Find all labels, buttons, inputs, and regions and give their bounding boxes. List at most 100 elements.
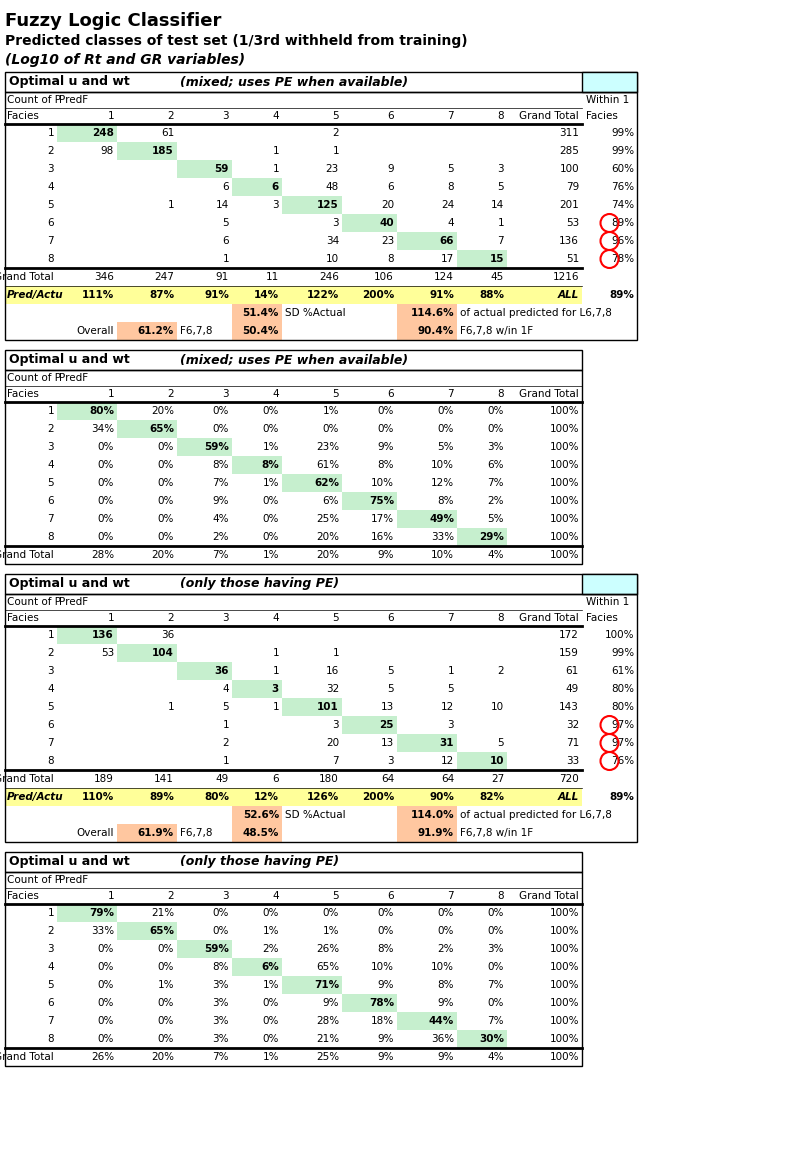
Text: 124: 124: [434, 272, 454, 282]
Text: 8%: 8%: [213, 460, 229, 470]
Text: 1%: 1%: [322, 406, 339, 416]
Text: 246: 246: [319, 272, 339, 282]
Text: 80%: 80%: [611, 684, 634, 694]
Text: 1%: 1%: [322, 926, 339, 936]
Text: Grand Total: Grand Total: [0, 774, 54, 784]
Text: Within 1: Within 1: [586, 95, 630, 105]
Text: 33: 33: [566, 756, 579, 766]
Text: 5%: 5%: [487, 514, 504, 524]
Text: Grand Total: Grand Total: [0, 550, 54, 560]
Text: 4: 4: [272, 111, 279, 121]
Text: 36: 36: [214, 666, 229, 676]
Text: 23: 23: [381, 236, 394, 246]
Text: Grand Total: Grand Total: [519, 389, 579, 399]
Text: 65%: 65%: [149, 926, 174, 936]
Text: Facies: Facies: [586, 111, 618, 121]
Text: 25: 25: [379, 720, 394, 730]
Text: 0%: 0%: [158, 442, 174, 452]
Text: 11: 11: [266, 272, 279, 282]
Text: 7: 7: [47, 236, 54, 246]
Bar: [232, 824, 282, 842]
Text: 1: 1: [167, 702, 174, 711]
Text: 7%: 7%: [213, 477, 229, 488]
Text: 4: 4: [272, 891, 279, 901]
Text: 1: 1: [272, 648, 279, 659]
Text: 9%: 9%: [438, 1053, 454, 1062]
Text: 79: 79: [566, 182, 579, 192]
Text: 75%: 75%: [369, 496, 394, 506]
Text: Count of P: Count of P: [7, 373, 61, 383]
Text: 1: 1: [222, 720, 229, 730]
Text: 285: 285: [559, 146, 579, 156]
Text: 8: 8: [447, 182, 454, 192]
Bar: [397, 1013, 457, 1030]
Text: 6: 6: [387, 182, 394, 192]
Text: 3%: 3%: [487, 944, 504, 954]
Text: 100%: 100%: [550, 532, 579, 542]
Text: 111%: 111%: [82, 290, 114, 300]
Text: 14: 14: [490, 200, 504, 211]
Text: 89%: 89%: [609, 290, 634, 300]
Bar: [282, 196, 342, 214]
Text: 0%: 0%: [158, 477, 174, 488]
Text: of actual predicted for L6,7,8: of actual predicted for L6,7,8: [460, 810, 612, 820]
Text: 30%: 30%: [479, 1034, 504, 1044]
Text: 14: 14: [216, 200, 229, 211]
Text: Count of P: Count of P: [7, 875, 61, 886]
Text: 2%: 2%: [487, 496, 504, 506]
Bar: [582, 574, 637, 594]
Text: 32: 32: [326, 684, 339, 694]
Text: 10%: 10%: [371, 962, 394, 973]
Text: 34: 34: [326, 236, 339, 246]
Text: 9%: 9%: [378, 1034, 394, 1044]
Text: 1: 1: [332, 146, 339, 156]
Text: 3: 3: [47, 944, 54, 954]
Text: 5: 5: [447, 684, 454, 694]
Text: Optimal u and wt: Optimal u and wt: [9, 75, 130, 88]
Text: 3%: 3%: [213, 980, 229, 990]
Text: 78%: 78%: [369, 998, 394, 1008]
Text: 3%: 3%: [213, 1016, 229, 1025]
Text: 1%: 1%: [262, 550, 279, 560]
Text: 1: 1: [167, 200, 174, 211]
Text: 1: 1: [498, 218, 504, 228]
Bar: [5, 851, 582, 871]
Text: 0%: 0%: [98, 532, 114, 542]
Text: 136: 136: [559, 236, 579, 246]
Bar: [57, 904, 117, 922]
Text: 31: 31: [439, 739, 454, 748]
Text: 96%: 96%: [611, 236, 634, 246]
Bar: [457, 250, 507, 268]
Text: SD %Actual: SD %Actual: [285, 810, 346, 820]
Text: 5: 5: [332, 891, 339, 901]
Text: 5: 5: [47, 980, 54, 990]
Text: 4: 4: [272, 613, 279, 623]
Text: 14%: 14%: [254, 290, 279, 300]
Text: 0%: 0%: [98, 460, 114, 470]
Text: 3: 3: [47, 666, 54, 676]
Text: 1%: 1%: [262, 926, 279, 936]
Text: Optimal u and wt: Optimal u and wt: [9, 855, 130, 869]
Bar: [232, 178, 282, 196]
Text: 6: 6: [222, 182, 229, 192]
Text: 1: 1: [222, 756, 229, 766]
Text: 28%: 28%: [91, 550, 114, 560]
Text: 100%: 100%: [550, 998, 579, 1008]
Text: 114.0%: 114.0%: [410, 810, 454, 820]
Text: 1%: 1%: [262, 1053, 279, 1062]
Text: 1%: 1%: [158, 980, 174, 990]
Text: 5: 5: [447, 163, 454, 174]
Text: 6: 6: [387, 111, 394, 121]
Text: 25%: 25%: [316, 1053, 339, 1062]
Text: Within 1: Within 1: [586, 597, 630, 607]
Bar: [232, 305, 282, 322]
Text: 23: 23: [326, 163, 339, 174]
Text: 9%: 9%: [378, 442, 394, 452]
Text: 2: 2: [222, 739, 229, 748]
Text: Optimal u and wt: Optimal u and wt: [9, 354, 130, 367]
Bar: [57, 123, 117, 142]
Text: 100%: 100%: [550, 1053, 579, 1062]
Text: 126%: 126%: [306, 791, 339, 802]
Text: 8%: 8%: [438, 980, 454, 990]
Text: 61: 61: [566, 666, 579, 676]
